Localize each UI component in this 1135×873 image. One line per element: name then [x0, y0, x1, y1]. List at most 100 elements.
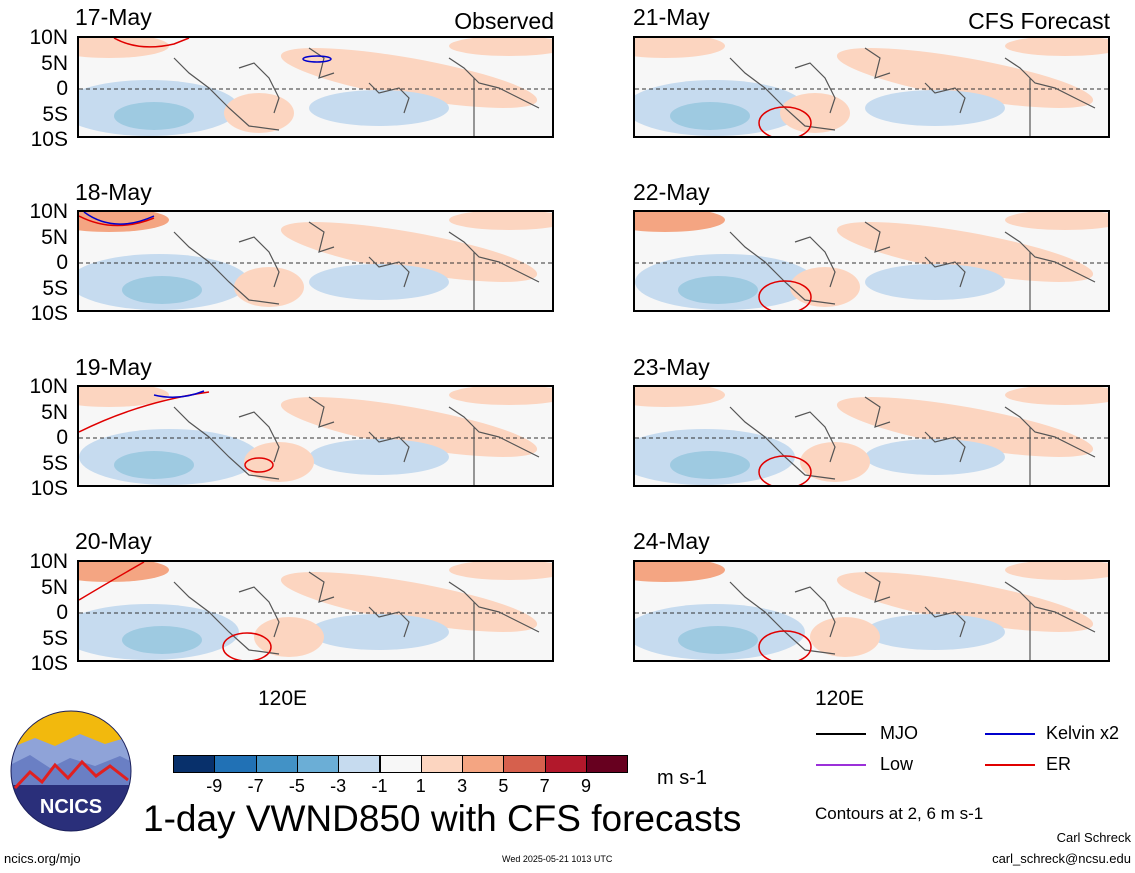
map-panel	[77, 385, 554, 487]
positive-anomaly	[449, 212, 552, 230]
wind-anomaly-field	[635, 562, 1108, 660]
colorbar-swatch	[544, 755, 587, 773]
positive-anomaly	[1005, 38, 1108, 56]
negative-anomaly	[114, 451, 194, 479]
timestamp: Wed 2025-05-21 1013 UTC	[502, 854, 613, 864]
colorbar-tick-label: 5	[498, 776, 509, 796]
lat-label: 5N	[41, 225, 68, 249]
colorbar-swatch	[338, 755, 381, 773]
negative-anomaly	[678, 626, 758, 654]
legend-low-line	[816, 764, 866, 766]
positive-anomaly	[234, 267, 304, 307]
positive-anomaly	[635, 38, 725, 58]
negative-anomaly	[670, 102, 750, 130]
author: Carl Schreck	[1056, 830, 1131, 845]
lat-label: 5S	[42, 276, 68, 300]
legend-mjo-line	[816, 733, 866, 735]
wind-anomaly-field	[635, 212, 1108, 310]
positive-anomaly	[79, 387, 169, 407]
forecast-label: CFS Forecast	[968, 8, 1110, 34]
map-panel	[633, 560, 1110, 662]
positive-anomaly	[635, 387, 725, 407]
positive-anomaly	[780, 93, 850, 133]
colorbar-swatch	[420, 755, 464, 773]
positive-anomaly	[1005, 212, 1108, 230]
positive-anomaly	[836, 48, 1094, 108]
ncics-logo: NCICS	[10, 710, 132, 832]
positive-anomaly	[836, 397, 1094, 457]
main-title: 1-day VWND850 with CFS forecasts	[143, 798, 742, 839]
negative-anomaly	[122, 626, 202, 654]
negative-anomaly	[309, 614, 449, 650]
lon-label-left: 120E	[258, 687, 308, 710]
author-email: carl_schreck@ncsu.edu	[992, 851, 1131, 866]
wind-anomaly-field	[79, 38, 552, 136]
colorbar-tick-label: -1	[371, 776, 388, 796]
lat-label: 10N	[29, 550, 68, 573]
map-panel	[633, 36, 1110, 138]
kelvin-contour	[302, 55, 332, 63]
kelvin-contour	[153, 390, 205, 398]
lat-label: 5N	[41, 575, 68, 599]
map-panel	[77, 210, 554, 312]
colorbar-swatch	[296, 755, 340, 773]
positive-anomaly	[79, 212, 169, 232]
positive-anomaly	[635, 212, 725, 232]
colorbar-swatch	[586, 755, 629, 773]
coastline	[173, 47, 540, 136]
lat-label: 10N	[29, 200, 68, 223]
er-contour	[758, 106, 812, 136]
colorbar-tick-label: 3	[457, 776, 468, 796]
coastline	[729, 221, 1096, 310]
map-panel	[633, 210, 1110, 312]
panel-date: 22-May	[633, 179, 710, 205]
positive-anomaly	[635, 562, 725, 582]
colorbar-swatch	[255, 755, 298, 773]
wind-anomaly-field	[635, 387, 1108, 485]
negative-anomaly	[309, 90, 449, 126]
colorbar-tick-label: 7	[539, 776, 550, 796]
positive-anomaly	[280, 572, 538, 632]
positive-anomaly	[810, 617, 880, 657]
lat-label: 10S	[30, 128, 68, 151]
negative-anomaly	[865, 90, 1005, 126]
negative-anomaly	[865, 264, 1005, 300]
colorbar-swatch	[462, 755, 505, 773]
lat-label: 0	[56, 426, 68, 449]
map-panel	[77, 560, 554, 662]
positive-anomaly	[280, 397, 538, 457]
positive-anomaly	[224, 93, 294, 133]
contours-note: Contours at 2, 6 m s-1	[815, 804, 984, 823]
positive-anomaly	[280, 48, 538, 108]
lat-label: 10S	[30, 477, 68, 500]
map-panel	[77, 36, 554, 138]
coastline	[729, 571, 1096, 660]
panel-date: 20-May	[75, 528, 152, 554]
colorbar-tick-label: -3	[330, 776, 347, 796]
negative-anomaly	[122, 276, 202, 304]
positive-anomaly	[449, 562, 552, 580]
er-contour	[758, 280, 812, 310]
wind-anomaly-field	[635, 38, 1108, 136]
lat-label: 10S	[30, 652, 68, 675]
er-contour	[244, 457, 274, 473]
er-contour	[758, 455, 812, 485]
colorbar-tick-label: -7	[247, 776, 264, 796]
legend-er-label: ER	[1046, 754, 1072, 774]
colorbar-swatch	[503, 755, 546, 773]
er-contour	[222, 632, 272, 660]
er-contour	[79, 562, 145, 601]
panel-date: 24-May	[633, 528, 710, 554]
negative-anomaly	[309, 264, 449, 300]
coastline	[173, 396, 540, 485]
lat-label: 5S	[42, 451, 68, 475]
logo-text: NCICS	[40, 796, 102, 818]
panel-date: 23-May	[633, 354, 710, 380]
legend-er-line	[985, 764, 1035, 766]
colorbar-swatch	[173, 755, 216, 773]
colorbar-swatch	[214, 755, 257, 773]
negative-anomaly	[114, 102, 194, 130]
legend-kelvin-label: Kelvin x2	[1046, 723, 1120, 743]
er-contour	[758, 630, 812, 660]
map-panel	[633, 385, 1110, 487]
